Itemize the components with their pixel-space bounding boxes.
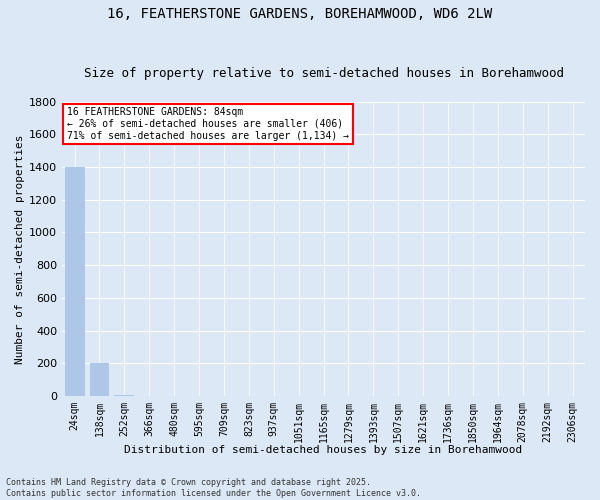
- Bar: [115, 394, 134, 396]
- Text: 16, FEATHERSTONE GARDENS, BOREHAMWOOD, WD6 2LW: 16, FEATHERSTONE GARDENS, BOREHAMWOOD, W…: [107, 8, 493, 22]
- X-axis label: Distribution of semi-detached houses by size in Borehamwood: Distribution of semi-detached houses by …: [124, 445, 523, 455]
- Bar: [65, 167, 85, 396]
- Text: 16 FEATHERSTONE GARDENS: 84sqm
← 26% of semi-detached houses are smaller (406)
7: 16 FEATHERSTONE GARDENS: 84sqm ← 26% of …: [67, 108, 349, 140]
- Text: Contains HM Land Registry data © Crown copyright and database right 2025.
Contai: Contains HM Land Registry data © Crown c…: [6, 478, 421, 498]
- Y-axis label: Number of semi-detached properties: Number of semi-detached properties: [15, 134, 25, 364]
- Title: Size of property relative to semi-detached houses in Borehamwood: Size of property relative to semi-detach…: [83, 66, 563, 80]
- Bar: [89, 364, 109, 396]
